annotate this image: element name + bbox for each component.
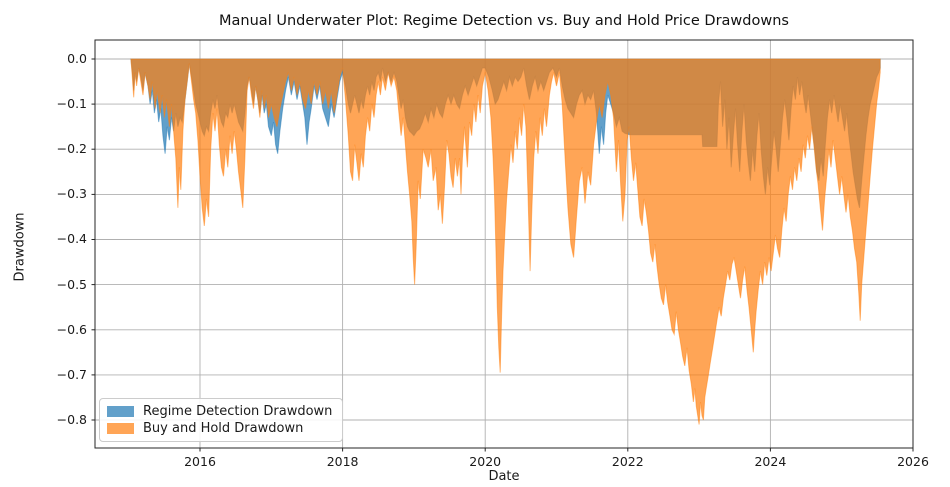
x-axis-label: Date — [488, 469, 520, 484]
y-tick-label: −0.3 — [56, 186, 87, 202]
legend-item-buyhold: Buy and Hold Drawdown — [107, 420, 332, 437]
x-tick-label: 2018 — [326, 454, 359, 469]
buy-and-hold-swatch-icon — [107, 423, 134, 434]
legend-item-regime: Regime Detection Drawdown — [107, 403, 332, 420]
x-tick-label: 2020 — [469, 454, 502, 469]
y-tick-label: −0.2 — [56, 141, 87, 157]
x-tick-label: 2022 — [611, 454, 644, 469]
chart-title: Manual Underwater Plot: Regime Detection… — [219, 13, 789, 29]
legend-label-buyhold: Buy and Hold Drawdown — [143, 421, 304, 436]
y-tick-label: −0.8 — [56, 412, 87, 428]
x-tick-label: 2026 — [897, 454, 929, 469]
legend-label-regime: Regime Detection Drawdown — [143, 404, 333, 419]
y-tick-label: 0.0 — [67, 50, 87, 66]
y-tick-label: −0.5 — [56, 276, 87, 292]
x-tick-label: 2016 — [184, 454, 216, 469]
y-tick-label: −0.7 — [56, 366, 87, 382]
y-tick-label: −0.1 — [56, 96, 87, 112]
regime-detection-swatch-icon — [107, 406, 134, 417]
y-tick-label: −0.6 — [56, 321, 87, 337]
y-axis-label: Drawdown — [12, 212, 28, 282]
legend: Regime Detection Drawdown Buy and Hold D… — [99, 398, 344, 442]
x-tick-label: 2024 — [754, 454, 787, 469]
y-tick-label: −0.4 — [56, 231, 87, 247]
